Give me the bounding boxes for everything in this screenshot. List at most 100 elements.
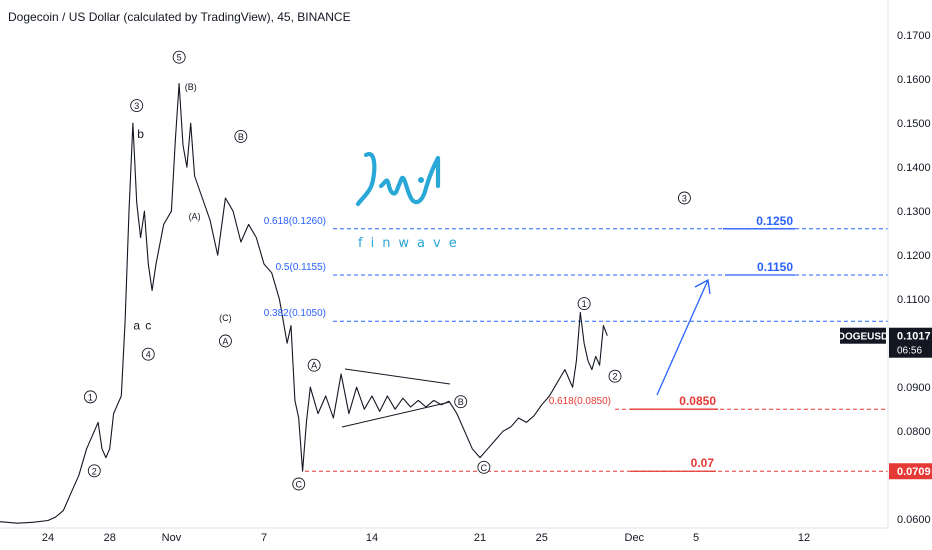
target-label: 0.1250 xyxy=(756,214,793,228)
plot-area: 0.618(0.1260) 0.5(0.1155) 0.382(0.1050) 0.6… xyxy=(0,50,888,524)
wave-label: 2 xyxy=(87,464,101,478)
finwave-logo-mark xyxy=(355,151,441,207)
x-tick-label: 7 xyxy=(261,532,267,544)
wave-label-text: a xyxy=(133,319,140,333)
y-tick-label: 0.0600 xyxy=(897,514,931,526)
fib-labels: 0.618(0.1260) 0.5(0.1155) 0.382(0.1050) 0.6… xyxy=(264,216,611,407)
x-tick-label: Nov xyxy=(162,532,182,544)
wave-label-text: C xyxy=(481,463,488,473)
y-tick-label: 0.1700 xyxy=(897,30,931,42)
x-tick-label: 24 xyxy=(42,532,54,544)
y-tick-label: 0.1500 xyxy=(897,118,931,130)
wave-labels: 1 2 3 b a c 4 5 (B) (A) B (C) A A C B C 1 2 3 xyxy=(83,50,691,491)
target-lines xyxy=(305,228,888,472)
wave-label: B xyxy=(234,129,248,143)
target-label: 0.1150 xyxy=(757,260,793,274)
y-tick-label: 0.1400 xyxy=(897,162,931,174)
target-label: 0.0850 xyxy=(679,394,716,408)
y-tick-label: 0.1100 xyxy=(897,294,930,306)
fib-level-label: 0.5(0.1155) xyxy=(276,262,326,273)
wave-label-text: 3 xyxy=(134,101,139,111)
symbol-badge xyxy=(840,327,886,344)
forecast-arrow xyxy=(656,278,711,396)
wave-label-circle xyxy=(577,297,591,311)
y-tick-label: 0.0800 xyxy=(897,426,931,438)
triangle-pattern xyxy=(341,368,451,428)
wave-label: 5 xyxy=(172,50,186,64)
wave-label: (C) xyxy=(219,313,232,323)
wave-label-text: (C) xyxy=(219,313,232,323)
wave-label: 1 xyxy=(83,390,97,404)
wave-label: B xyxy=(454,395,468,409)
y-axis-ticks: 0.1700 0.1600 0.1500 0.1400 0.1300 0.1200 0.11… xyxy=(897,30,931,526)
wave-label-text: (A) xyxy=(189,212,201,222)
y-tick-label: 0.1300 xyxy=(897,206,931,218)
price-axis[interactable]: 0.1700 0.1600 0.1500 0.1400 0.1300 0.1200 0.11… xyxy=(887,0,931,528)
wave-label-text: b xyxy=(137,127,144,141)
wave-label: b xyxy=(137,127,144,141)
wave-label-text: 2 xyxy=(612,372,617,382)
wave-label-text: c xyxy=(145,319,151,333)
wave-label-circle xyxy=(454,395,468,409)
finwave-logo-text: finwave xyxy=(358,236,465,251)
x-tick-label: 21 xyxy=(474,532,486,544)
wave-label: 1 xyxy=(577,297,591,311)
wave-label-circle xyxy=(218,334,232,348)
target-labels: 0.1250 0.1150 0.0850 0.07 xyxy=(630,214,795,472)
wave-label-text: 3 xyxy=(682,194,687,204)
wave-label: a xyxy=(133,319,140,333)
symbol-badge-label: DOGEUSD xyxy=(838,332,889,343)
x-tick-label: 5 xyxy=(693,532,699,544)
wave-label-text: B xyxy=(458,397,464,407)
wave-label-circle xyxy=(234,129,248,143)
x-tick-label: 28 xyxy=(104,532,116,544)
chart-title: Dogecoin / US Dollar (calculated by Trad… xyxy=(8,10,351,24)
wave-label-circle xyxy=(608,369,622,383)
fib-level-label: 0.382(0.1050) xyxy=(264,308,326,319)
finwave-logo-dot xyxy=(418,177,424,183)
x-tick-label: Dec xyxy=(625,532,645,544)
wave-label: 3 xyxy=(677,191,691,205)
wave-label-text: A xyxy=(311,361,317,371)
x-tick-label: 14 xyxy=(366,532,378,544)
wave-label: C xyxy=(292,477,306,491)
support-price-badge xyxy=(889,463,932,480)
price-badges: DOGEUSD 0.1017 06:56 0.0709 xyxy=(838,327,932,480)
wave-label-circle xyxy=(87,464,101,478)
y-tick-label: 0.1200 xyxy=(897,250,931,262)
y-tick-label: 0.0900 xyxy=(897,382,931,394)
wave-label-circle xyxy=(141,347,155,361)
wave-label-circle xyxy=(477,460,491,474)
wave-label-circle xyxy=(172,50,186,64)
wave-label-text: 5 xyxy=(177,53,182,63)
wave-label-circle xyxy=(292,477,306,491)
last-price-value: 0.1017 xyxy=(897,331,931,343)
wave-label: 3 xyxy=(130,99,144,113)
wave-label-text: 4 xyxy=(146,350,151,360)
x-tick-label: 12 xyxy=(798,532,810,544)
fib-level-label: 0.618(0.0850) xyxy=(549,396,611,407)
time-axis[interactable]: 24 28 Nov 7 14 21 25 Dec 5 12 xyxy=(0,527,888,544)
y-tick-label: 0.1600 xyxy=(897,74,931,86)
wave-label-text: 1 xyxy=(88,392,93,402)
wave-label: A xyxy=(218,334,232,348)
wave-label-text: B xyxy=(238,132,244,142)
wave-label-text: 1 xyxy=(582,299,587,309)
finwave-logo xyxy=(355,151,441,207)
x-axis-ticks: 24 28 Nov 7 14 21 25 Dec 5 12 xyxy=(42,532,810,544)
wave-label: 4 xyxy=(141,347,155,361)
fib-level-label: 0.618(0.1260) xyxy=(264,216,326,227)
target-label: 0.07 xyxy=(691,456,715,470)
wave-label: A xyxy=(307,358,321,372)
last-price-badge xyxy=(889,327,932,358)
wave-label: (B) xyxy=(185,82,197,92)
wave-label-text: A xyxy=(222,337,228,347)
wave-label-text: C xyxy=(295,480,302,490)
wave-label-circle xyxy=(307,358,321,372)
price-series-line xyxy=(0,83,608,524)
wave-label-circle xyxy=(83,390,97,404)
wave-label-text: (B) xyxy=(185,82,197,92)
wave-label-text: 2 xyxy=(92,466,97,476)
wave-label: 2 xyxy=(608,369,622,383)
